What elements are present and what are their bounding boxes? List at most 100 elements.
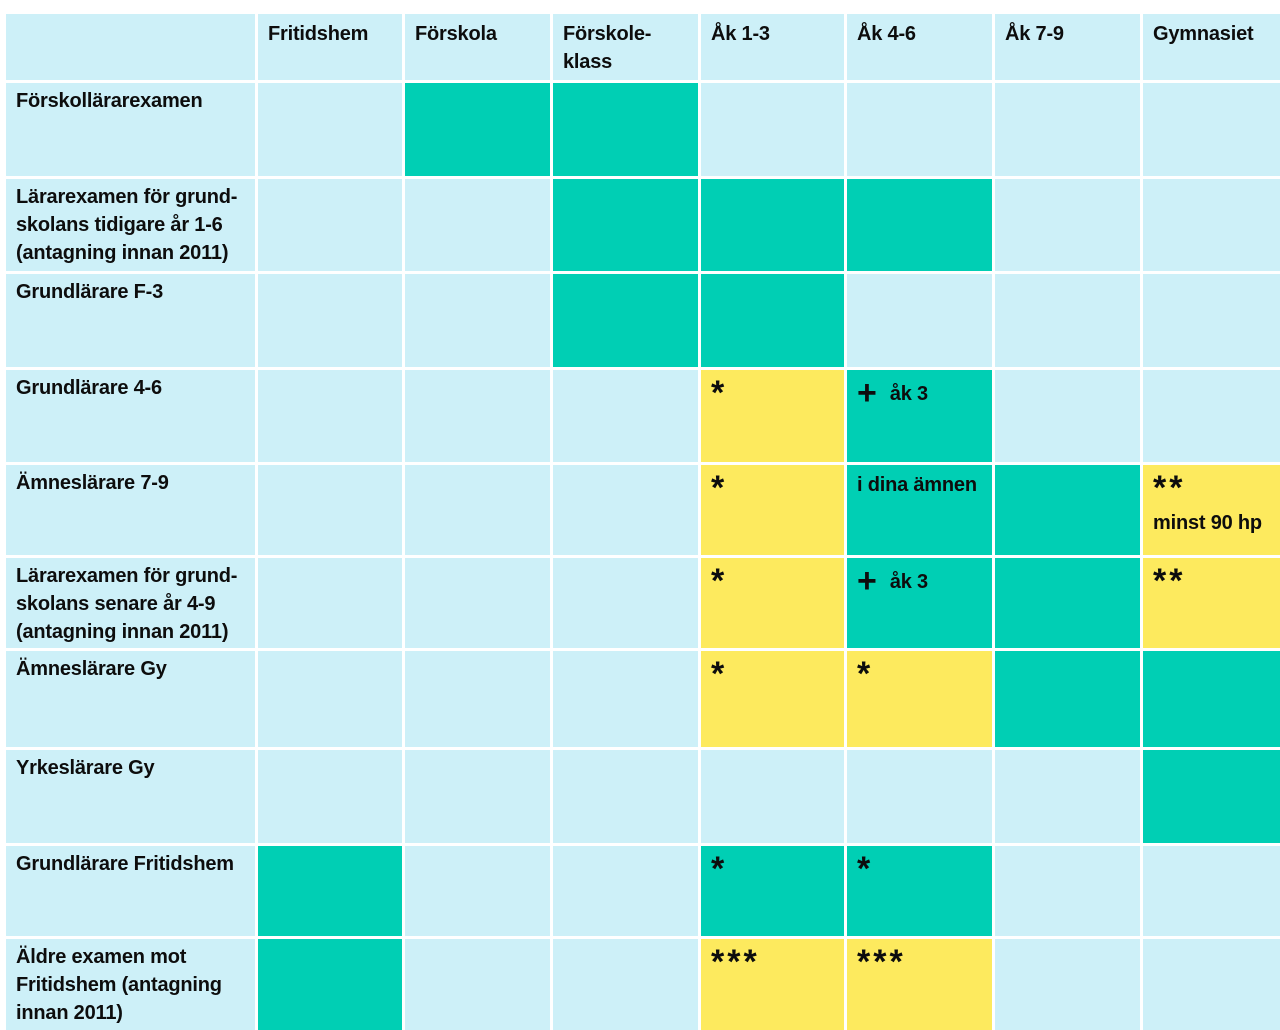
- table-cell: [995, 846, 1140, 936]
- asterisk-mark: *: [711, 562, 728, 600]
- table-cell: [553, 651, 698, 747]
- table-cell: [258, 939, 402, 1030]
- table-cell: [1143, 274, 1280, 367]
- table-cell: [995, 274, 1140, 367]
- table-cell: [258, 651, 402, 747]
- row-label: Äldre examen mot Fritidshem (antagning i…: [6, 939, 255, 1030]
- table-cell: [995, 939, 1140, 1030]
- table-cell: [1143, 651, 1280, 747]
- table-cell: [553, 179, 698, 271]
- table-cell: [553, 750, 698, 843]
- asterisk-mark: ***: [857, 943, 906, 981]
- asterisk-mark: ***: [711, 943, 760, 981]
- asterisk-mark: **: [1153, 562, 1186, 600]
- table-cell: [553, 83, 698, 176]
- table-cell: [1143, 370, 1280, 462]
- table-cell: [405, 83, 550, 176]
- row-label: Lärarexamen för grund- skolans tidigare …: [6, 179, 255, 271]
- table-cell: [405, 370, 550, 462]
- table-cell: [258, 465, 402, 555]
- table-cell: [1143, 939, 1280, 1030]
- table-cell: [995, 651, 1140, 747]
- column-header-ak-1-3: Åk 1-3: [701, 14, 844, 80]
- row-label: Yrkeslärare Gy: [6, 750, 255, 843]
- table-cell: [1143, 83, 1280, 176]
- table-cell: [701, 179, 844, 271]
- table-cell: *: [847, 846, 992, 936]
- table-cell: [847, 83, 992, 176]
- table-cell: ** minst 90 hp: [1143, 465, 1280, 555]
- table-cell: [553, 558, 698, 648]
- table-cell: *: [847, 651, 992, 747]
- column-header-forskole-klass: Förskole- klass: [553, 14, 698, 80]
- asterisk-mark: *: [711, 850, 728, 888]
- table-cell: [701, 750, 844, 843]
- table-cell: *: [701, 651, 844, 747]
- row-label: Grundlärare F-3: [6, 274, 255, 367]
- column-header-fritidshem: Fritidshem: [258, 14, 402, 80]
- column-header-gymnasiet: Gymnasiet: [1143, 14, 1280, 80]
- table-cell: [995, 370, 1140, 462]
- table-cell: [405, 846, 550, 936]
- cell-note: minst 90 hp: [1153, 512, 1262, 534]
- table-cell: [1143, 179, 1280, 271]
- table-cell: [553, 370, 698, 462]
- table-cell: [553, 274, 698, 367]
- row-label: Förskollärarexamen: [6, 83, 255, 176]
- table-cell: [847, 179, 992, 271]
- table-cell: *: [701, 465, 844, 555]
- column-header-forskola: Förskola: [405, 14, 550, 80]
- table-cell: [1143, 846, 1280, 936]
- table-cell: [405, 558, 550, 648]
- table-cell: [258, 370, 402, 462]
- plus-mark: +: [857, 562, 880, 600]
- row-label: Ämneslärare Gy: [6, 651, 255, 747]
- row-label: Grundlärare 4-6: [6, 370, 255, 462]
- asterisk-mark: *: [711, 374, 728, 412]
- table-cell: [405, 274, 550, 367]
- table-cell: [258, 274, 402, 367]
- cell-note: åk 3: [889, 571, 928, 593]
- table-cell: [701, 274, 844, 367]
- cell-note: i dina ämnen: [857, 474, 977, 496]
- row-label: Lärarexamen för grund- skolans senare år…: [6, 558, 255, 648]
- table-cell: + åk 3: [847, 370, 992, 462]
- table-cell: [701, 83, 844, 176]
- table-cell: [847, 750, 992, 843]
- table-cell: [847, 274, 992, 367]
- table-cell: [995, 558, 1140, 648]
- column-header-ak-4-6: Åk 4-6: [847, 14, 992, 80]
- table-cell: [405, 939, 550, 1030]
- table-cell: i dina ämnen: [847, 465, 992, 555]
- plus-mark: +: [857, 374, 880, 412]
- table-cell: [553, 939, 698, 1030]
- table-cell: [405, 179, 550, 271]
- table-cell: [258, 846, 402, 936]
- row-label: Ämneslärare 7-9: [6, 465, 255, 555]
- asterisk-mark: *: [857, 655, 874, 693]
- table-cell: [258, 179, 402, 271]
- asterisk-mark: *: [857, 850, 874, 888]
- cell-note: åk 3: [889, 383, 928, 405]
- column-header-ak-7-9: Åk 7-9: [995, 14, 1140, 80]
- table-cell: [995, 750, 1140, 843]
- header-corner: [6, 14, 255, 80]
- table-cell: [258, 83, 402, 176]
- table-cell: ***: [847, 939, 992, 1030]
- row-label: Grundlärare Fritidshem: [6, 846, 255, 936]
- table-cell: [995, 179, 1140, 271]
- asterisk-mark: *: [711, 655, 728, 693]
- table-cell: [995, 465, 1140, 555]
- asterisk-mark: *: [711, 469, 728, 507]
- table-cell: [1143, 750, 1280, 843]
- table-cell: *: [701, 370, 844, 462]
- table-cell: *: [701, 846, 844, 936]
- table-cell: *: [701, 558, 844, 648]
- table-cell: [995, 83, 1140, 176]
- table-cell: + åk 3: [847, 558, 992, 648]
- table-cell: [553, 846, 698, 936]
- table-cell: [405, 750, 550, 843]
- table-cell: [258, 558, 402, 648]
- table-cell: [405, 651, 550, 747]
- table-cell: [553, 465, 698, 555]
